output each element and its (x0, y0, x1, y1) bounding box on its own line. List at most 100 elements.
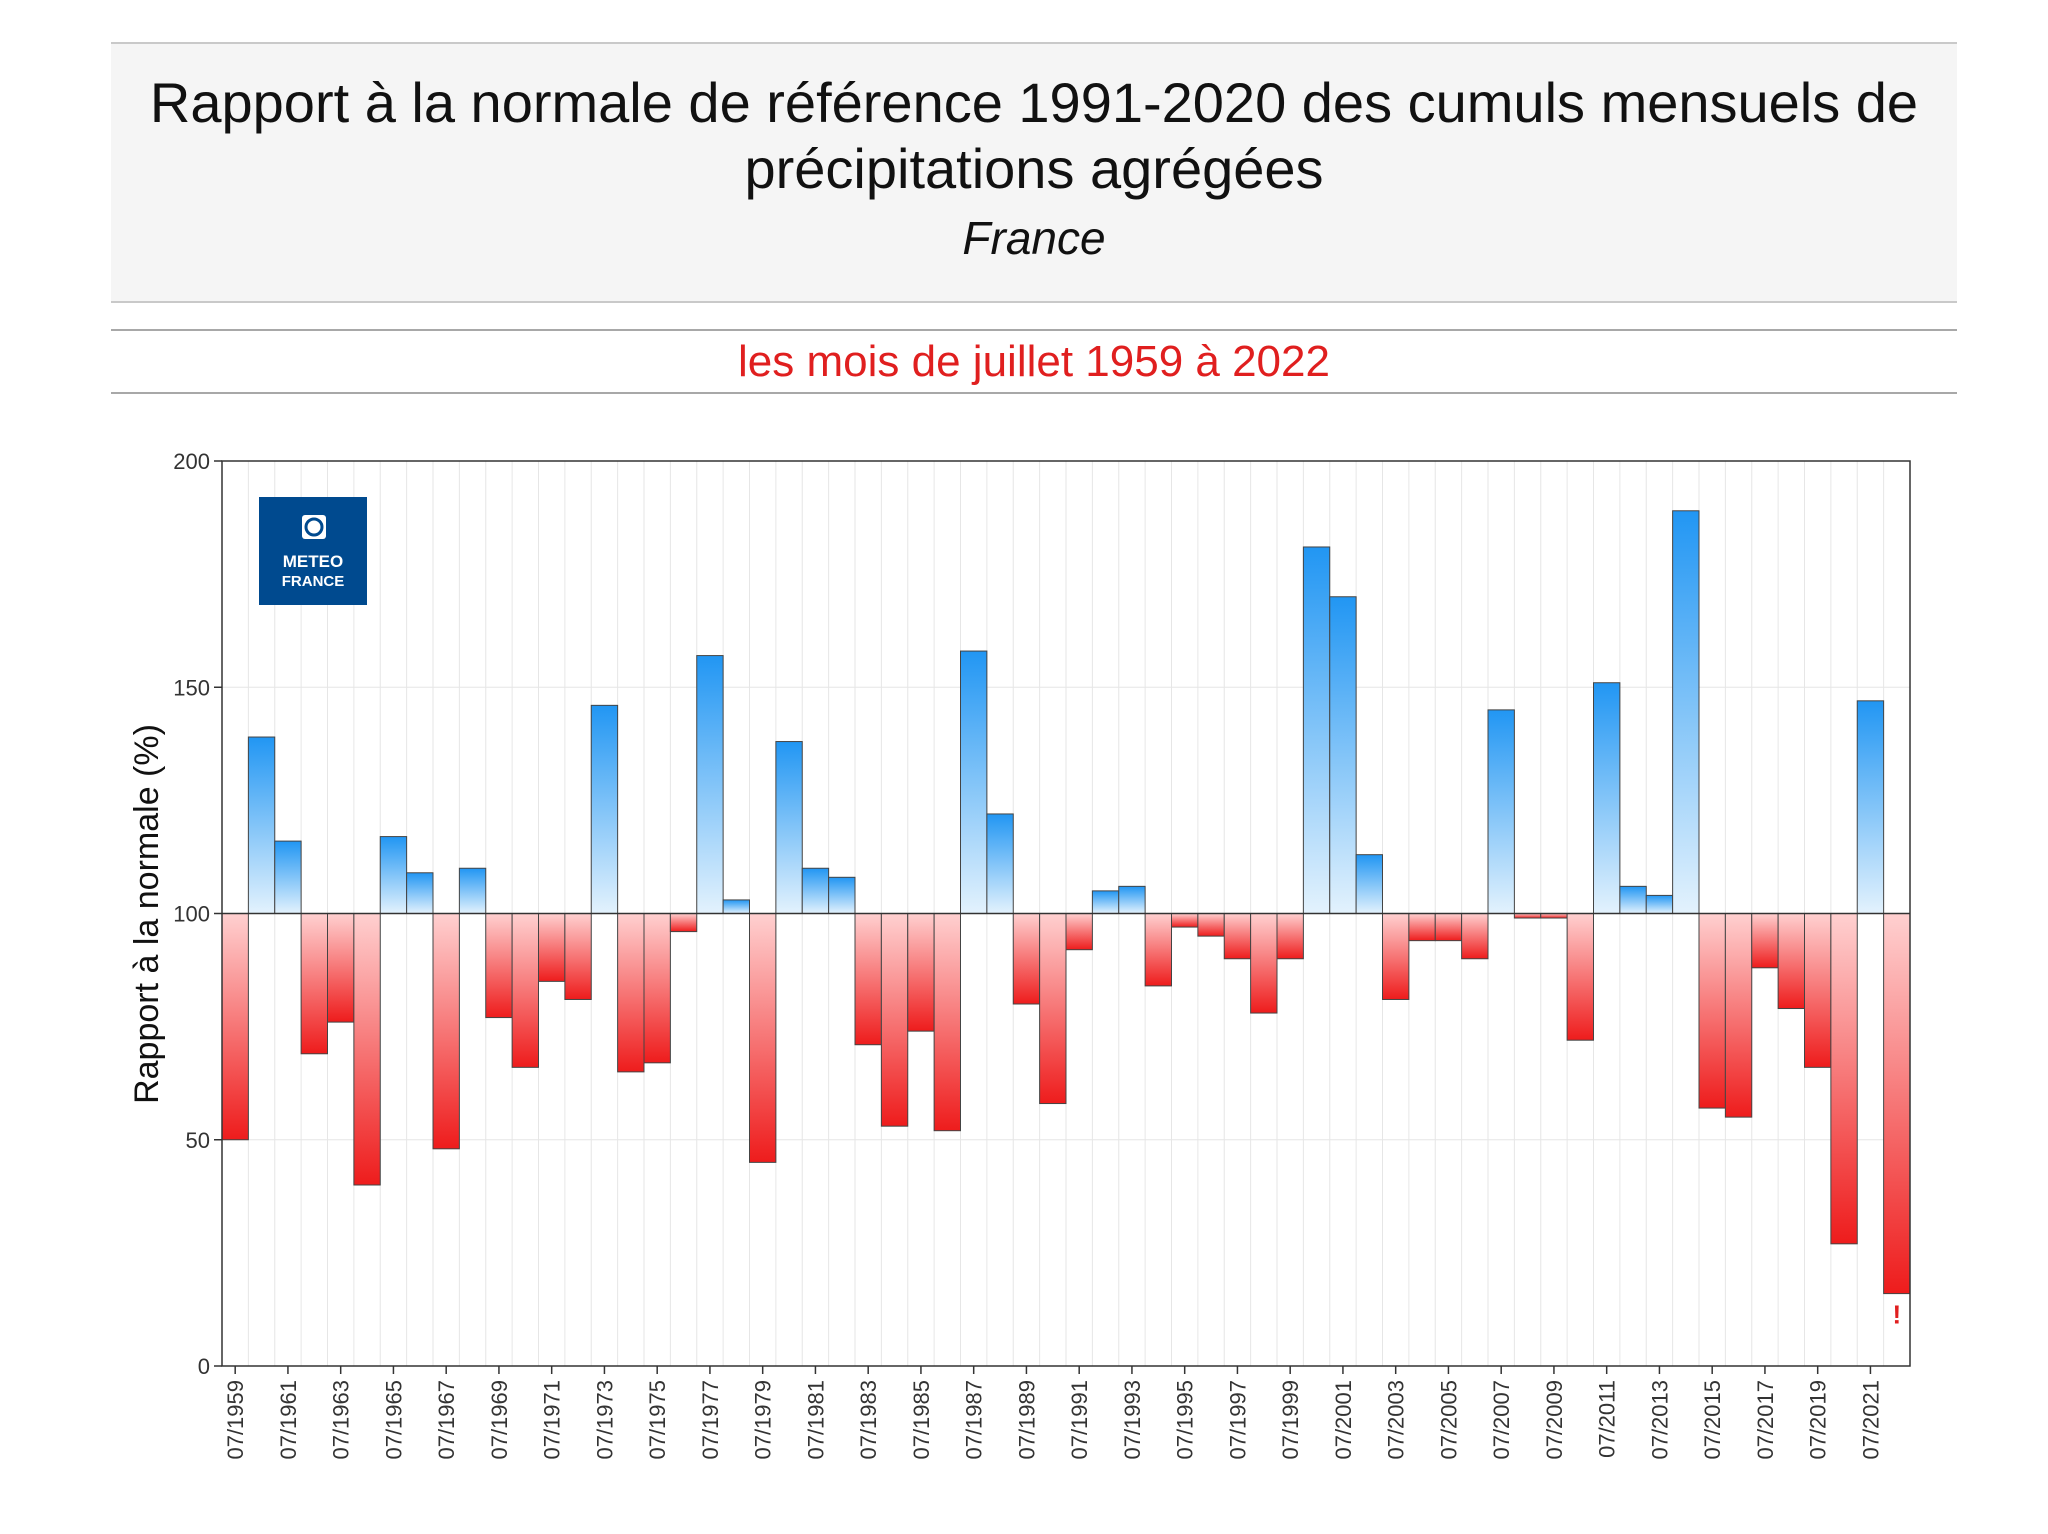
bar-1966 (406, 872, 434, 915)
bar-1997 (1223, 913, 1252, 960)
x-tick-label: 07/2001 (1331, 1380, 1356, 1460)
bar-1963 (327, 913, 355, 1023)
logo-text-meteo: METEO (283, 552, 343, 571)
x-tick-label: 07/1991 (1067, 1380, 1092, 1460)
bar-1999 (1276, 913, 1304, 960)
x-tick-label: 07/1987 (962, 1380, 987, 1460)
chart-subtitle: les mois de juillet 1959 à 2022 (738, 337, 1330, 386)
x-tick-label: 07/1985 (909, 1380, 934, 1460)
bar-2005 (1434, 913, 1463, 942)
bar-2007 (1487, 709, 1515, 914)
bar-1981 (801, 867, 830, 914)
meteo-france-logo: METEO FRANCE (259, 497, 367, 605)
bar-1991 (1065, 913, 1093, 951)
y-tick-label: 150 (173, 675, 210, 700)
bar-2015 (1698, 913, 1726, 1109)
x-tick-label: 07/1981 (803, 1380, 828, 1460)
x-tick-label: 07/2019 (1806, 1380, 1831, 1460)
bar-1985 (907, 913, 935, 1032)
bar-1980 (775, 741, 803, 914)
x-tick-label: 07/1989 (1014, 1380, 1039, 1460)
x-tick-label: 07/1959 (223, 1380, 248, 1460)
x-tick-label: 07/2005 (1436, 1380, 1461, 1460)
x-tick-label: 07/1969 (487, 1380, 512, 1460)
x-tick-label: 07/1961 (276, 1380, 301, 1460)
bar-1984 (880, 913, 909, 1127)
chart-region: France (962, 212, 1106, 264)
bar-1988 (986, 813, 1014, 915)
x-tick-label: 07/1971 (540, 1380, 565, 1460)
y-tick-label: 200 (173, 449, 210, 474)
bar-1996 (1197, 913, 1225, 937)
bar-2006 (1461, 913, 1489, 960)
bar-2004 (1408, 913, 1436, 942)
bar-2016 (1724, 913, 1753, 1118)
bar-1993 (1118, 885, 1146, 914)
x-tick-label: 07/2017 (1753, 1380, 1778, 1460)
bar-1973 (590, 704, 619, 914)
axes: 0 50 100 150 200 07/1959 07/1961 07/1963 07/1965… (173, 449, 1911, 1460)
bar-1969 (485, 913, 513, 1019)
y-tick-label: 0 (198, 1354, 210, 1379)
bar-1994 (1144, 913, 1172, 987)
bar-1961 (274, 840, 302, 914)
bar-2019 (1804, 913, 1832, 1068)
logo-text-france: FRANCE (282, 573, 345, 590)
x-tick-label: 07/1975 (645, 1380, 670, 1460)
x-tick-label: 07/1973 (592, 1380, 617, 1460)
record-annotation: ! (1892, 1300, 1901, 1330)
bar-1967 (432, 913, 460, 1150)
bar-1971 (538, 913, 566, 982)
bar-1976 (669, 913, 698, 933)
bar-1989 (1012, 913, 1041, 1005)
bar-1979 (749, 913, 777, 1163)
y-axis-label: Rapport à la normale (%) (128, 724, 166, 1104)
bar-1972 (564, 913, 592, 1000)
bar-1964 (353, 913, 381, 1186)
bar-1968 (458, 867, 487, 914)
plot-frame (221, 460, 1911, 1367)
bar-1962 (300, 913, 328, 1055)
bar-2011 (1593, 682, 1621, 914)
x-tick-label: 07/2007 (1489, 1380, 1514, 1460)
chart-title: Rapport à la normale de référence 1991-2… (149, 71, 1919, 200)
period-panel: les mois de juillet 1959 à 2022 (111, 329, 1957, 394)
bar-2002 (1355, 854, 1383, 914)
bar-2014 (1672, 510, 1700, 914)
y-tick-label: 100 (173, 902, 210, 927)
x-tick-label: 07/2021 (1858, 1380, 1883, 1460)
bar-1987 (960, 650, 988, 914)
x-tick-label: 07/1995 (1173, 1380, 1198, 1460)
bar-1998 (1250, 913, 1278, 1014)
bar-1990 (1039, 913, 1067, 1105)
bar-1970 (511, 913, 539, 1068)
bar-1995 (1171, 913, 1199, 928)
bar-2013 (1645, 894, 1674, 915)
bar-1983 (854, 913, 882, 1046)
bar-1986 (933, 913, 961, 1132)
x-tick-label: 07/1999 (1278, 1380, 1303, 1460)
x-tick-label: 07/1993 (1120, 1380, 1145, 1460)
x-tick-label: 07/1977 (698, 1380, 723, 1460)
x-tick-label: 07/1997 (1225, 1380, 1250, 1460)
x-tick-label: 07/2013 (1647, 1380, 1672, 1460)
bar-1977 (696, 655, 724, 914)
bar-1975 (643, 913, 671, 1064)
bar-1974 (617, 913, 645, 1073)
bar-1960 (247, 736, 276, 915)
bar-1965 (379, 836, 408, 915)
bar-2003 (1382, 913, 1410, 1000)
bar-2010 (1566, 913, 1594, 1041)
x-tick-label: 07/2009 (1542, 1380, 1567, 1460)
bar-2018 (1777, 913, 1805, 1010)
bar-1992 (1091, 890, 1120, 914)
x-tick-label: 07/2003 (1384, 1380, 1409, 1460)
x-tick-label: 07/1963 (329, 1380, 354, 1460)
bar-2022 (1883, 913, 1911, 1295)
x-tick-label: 07/2011 (1595, 1380, 1620, 1458)
x-tick-label: 07/1979 (751, 1380, 776, 1460)
bar-1982 (828, 876, 856, 914)
bar-2001 (1329, 596, 1357, 914)
x-tick-label: 07/1983 (856, 1380, 881, 1460)
